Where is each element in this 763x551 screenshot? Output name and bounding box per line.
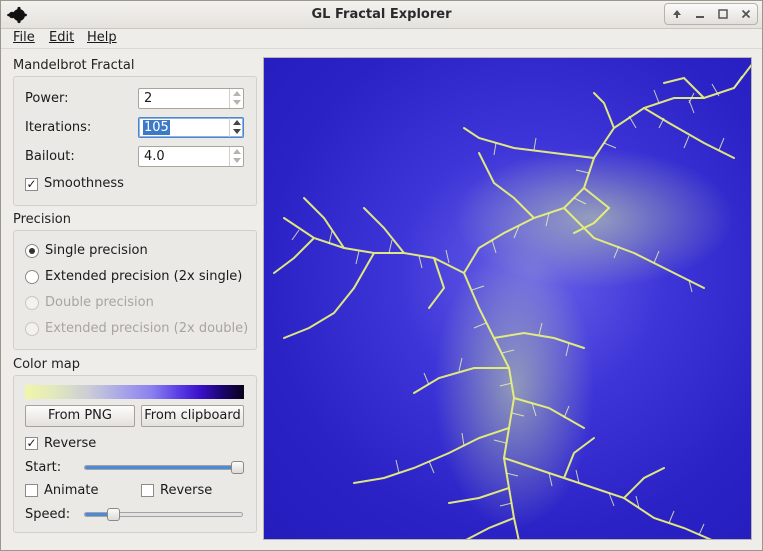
increment-icon[interactable]: [233, 91, 241, 96]
close-icon: [741, 9, 750, 19]
menu-help[interactable]: Help: [87, 30, 117, 45]
bailout-label: Bailout:: [25, 149, 75, 164]
bailout-value: 4.0: [144, 149, 165, 164]
precision-radio-extended-double: [25, 322, 39, 336]
colormap-group-title: Color map: [13, 357, 80, 372]
decrement-icon[interactable]: [233, 158, 241, 163]
decrement-icon[interactable]: [233, 100, 241, 105]
animate-label[interactable]: Animate: [44, 483, 99, 498]
shade-button[interactable]: [668, 5, 686, 23]
menu-bar: File Edit Help: [1, 29, 762, 49]
smoothness-label[interactable]: Smoothness: [44, 176, 124, 191]
colormap-preview: [25, 385, 244, 399]
speed-slider-handle[interactable]: [107, 508, 120, 521]
precision-radio-double: [25, 296, 39, 310]
speed-slider[interactable]: [84, 512, 243, 517]
colormap-group: [13, 375, 257, 533]
speed-slider-fill: [85, 513, 111, 516]
from-clipboard-button[interactable]: From clipboard: [141, 405, 244, 427]
precision-radio-single[interactable]: [25, 244, 39, 258]
menu-file[interactable]: File: [13, 30, 35, 45]
from-png-button[interactable]: From PNG: [25, 405, 135, 427]
iterations-label: Iterations:: [25, 120, 92, 135]
increment-icon[interactable]: [233, 120, 241, 125]
power-spinbox[interactable]: 2: [138, 88, 244, 109]
minimize-icon: [695, 16, 704, 18]
power-stepper[interactable]: [229, 89, 243, 108]
window-controls: [664, 3, 758, 25]
start-label: Start:: [25, 460, 62, 475]
increment-icon[interactable]: [233, 149, 241, 154]
reverse-label[interactable]: Reverse: [44, 436, 97, 451]
maximize-icon: [717, 9, 728, 19]
fractal-canvas[interactable]: [263, 57, 752, 540]
precision-group-title: Precision: [13, 212, 72, 227]
iterations-spinbox[interactable]: 105: [138, 117, 244, 138]
julia-fractal-image: [273, 63, 751, 539]
precision-group: [13, 230, 257, 350]
title-bar[interactable]: GL Fractal Explorer: [1, 1, 762, 29]
decrement-icon[interactable]: [233, 129, 241, 134]
power-value: 2: [144, 91, 153, 106]
close-button[interactable]: [737, 5, 755, 23]
arrow-up-icon: [672, 10, 681, 18]
iterations-value: 105: [143, 120, 170, 135]
precision-radio-extended-single[interactable]: [25, 270, 39, 284]
power-label: Power:: [25, 91, 69, 106]
precision-option-label[interactable]: Single precision: [45, 243, 148, 258]
speed-label: Speed:: [25, 507, 71, 522]
animate-reverse-label[interactable]: Reverse: [160, 483, 213, 498]
mandelbrot-app-icon: [7, 6, 27, 24]
start-slider-handle[interactable]: [231, 461, 244, 474]
precision-option-label: Extended precision (2x double): [45, 321, 249, 336]
mandelbrot-group-title: Mandelbrot Fractal: [13, 58, 135, 73]
precision-option-label: Double precision: [45, 295, 154, 310]
menu-edit[interactable]: Edit: [49, 30, 75, 45]
start-slider[interactable]: [84, 465, 243, 470]
start-slider-fill: [85, 466, 236, 469]
window-title: GL Fractal Explorer: [311, 7, 452, 22]
reverse-checkbox[interactable]: ✓: [25, 436, 38, 450]
bailout-stepper[interactable]: [229, 147, 243, 166]
iterations-stepper[interactable]: [229, 118, 243, 137]
maximize-button[interactable]: [714, 5, 732, 23]
animate-checkbox[interactable]: [25, 484, 38, 497]
bailout-spinbox[interactable]: 4.0: [138, 146, 244, 167]
minimize-button[interactable]: [691, 5, 709, 23]
precision-option-label[interactable]: Extended precision (2x single): [45, 269, 243, 284]
animate-reverse-checkbox[interactable]: [141, 484, 154, 497]
smoothness-checkbox[interactable]: ✓: [25, 177, 38, 191]
